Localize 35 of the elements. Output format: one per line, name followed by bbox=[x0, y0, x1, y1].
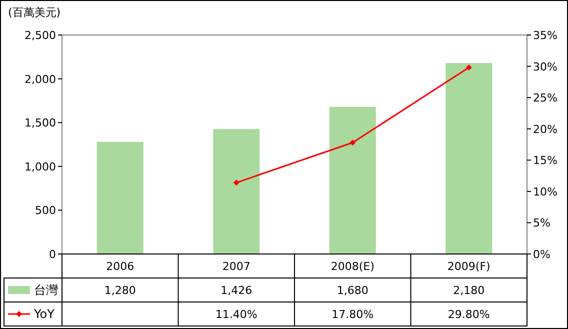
data-label: 29.80% bbox=[448, 308, 490, 321]
y2-tick-label: 30% bbox=[533, 60, 558, 74]
y-tick-label: 2,500 bbox=[24, 29, 56, 42]
point bbox=[233, 180, 240, 186]
bar bbox=[96, 142, 144, 254]
data-label: 11.40% bbox=[215, 308, 258, 321]
x-tick-label: 2009(F) bbox=[447, 260, 490, 273]
y2-tick-label: 15% bbox=[533, 154, 558, 168]
point bbox=[466, 64, 472, 71]
y2-tick-label: 10% bbox=[533, 185, 558, 198]
x-tick-label: 2008(E) bbox=[330, 260, 374, 273]
y2-tick-label: 25% bbox=[533, 92, 558, 105]
y-tick-label: 0 bbox=[49, 248, 56, 261]
bar bbox=[446, 63, 492, 254]
x-tick-label: 2007 bbox=[222, 260, 250, 273]
legend-label: 台灣 bbox=[34, 283, 58, 297]
bar bbox=[329, 106, 376, 254]
y2-tick-label: 0% bbox=[533, 248, 550, 261]
y-tick-label: 1,500 bbox=[24, 116, 56, 130]
point bbox=[350, 140, 356, 146]
bar bbox=[213, 129, 260, 254]
y-tick-label: 1,000 bbox=[24, 160, 56, 174]
data-label: 17.80% bbox=[332, 308, 374, 321]
y2-tick-label: 5% bbox=[533, 216, 550, 230]
y-tick-label: 2,000 bbox=[24, 72, 56, 86]
y2-tick-label: 20% bbox=[533, 122, 558, 136]
legend-label: YoY bbox=[33, 307, 56, 321]
data-label: 1,680 bbox=[336, 284, 368, 297]
x-tick-label: 2006 bbox=[106, 260, 134, 273]
y2-tick-label: 35% bbox=[533, 29, 558, 42]
data-label: 1,280 bbox=[104, 284, 136, 297]
data-label: 2,180 bbox=[453, 284, 485, 297]
y-tick-label: 500 bbox=[35, 204, 56, 218]
y-axis-title: (百萬美元) bbox=[8, 6, 61, 19]
data-label: 1,426 bbox=[220, 284, 252, 297]
